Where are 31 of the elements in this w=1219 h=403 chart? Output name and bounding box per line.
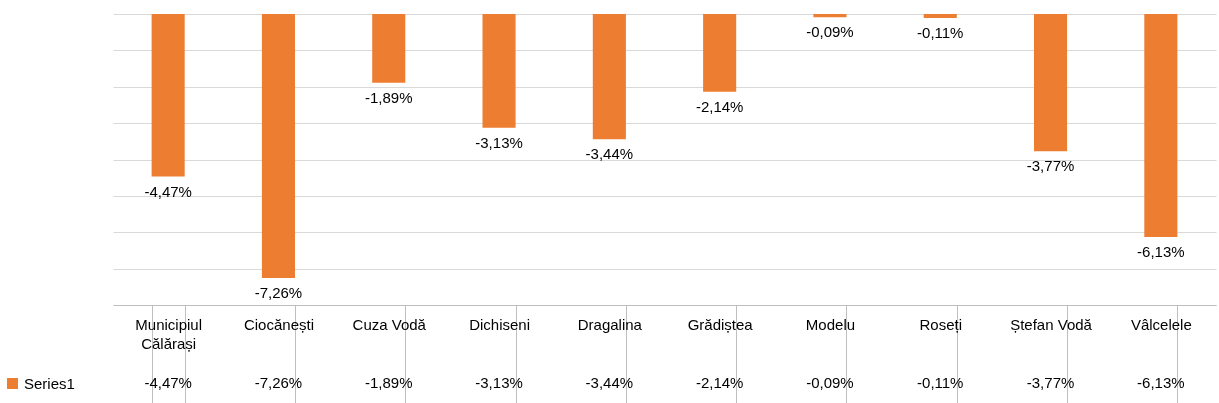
text: -3,13% xyxy=(475,133,523,151)
data-label: -7,26% xyxy=(254,374,303,391)
x-tick-label: Cuza Vodă xyxy=(352,315,427,333)
data-label: -4,47% xyxy=(144,374,192,391)
data-label: -6,13% xyxy=(1137,374,1185,391)
x-tick-label: Ștefan Vodă xyxy=(1010,315,1093,333)
x-tick-label: Vâlcelele xyxy=(1130,315,1192,333)
x-tick-label: Grădiștea xyxy=(687,315,754,333)
data-label: -3,13% xyxy=(475,374,523,391)
text: -3,77% xyxy=(1026,157,1075,175)
x-tick-label: Modelu xyxy=(805,315,856,333)
x-tick-label: Roseți xyxy=(919,315,963,333)
text: -2,14% xyxy=(695,97,744,115)
data-label: -1,89% xyxy=(364,374,413,391)
x-tick-label: Dragalina xyxy=(577,315,643,333)
text: -7,26% xyxy=(254,284,303,302)
data-label: -3,77% xyxy=(1026,374,1075,391)
data-label: -0,11% xyxy=(917,374,964,391)
x-tick-label: Dichiseni xyxy=(469,315,530,333)
text: -6,13% xyxy=(1137,242,1185,260)
legend-label: Series1 xyxy=(24,374,75,392)
text: -0,09% xyxy=(806,23,854,41)
text: -0,11% xyxy=(917,24,964,41)
data-label: -3,44% xyxy=(585,374,634,391)
text: -1,89% xyxy=(364,88,413,106)
x-tick-label: Ciocănești xyxy=(243,315,314,333)
data-label: -2,14% xyxy=(695,374,744,391)
text: -4,47% xyxy=(144,182,192,200)
x-tick-label: Municipiul Călărași xyxy=(135,315,202,352)
data-label: -0,09% xyxy=(806,374,854,391)
text: -3,44% xyxy=(585,145,634,163)
